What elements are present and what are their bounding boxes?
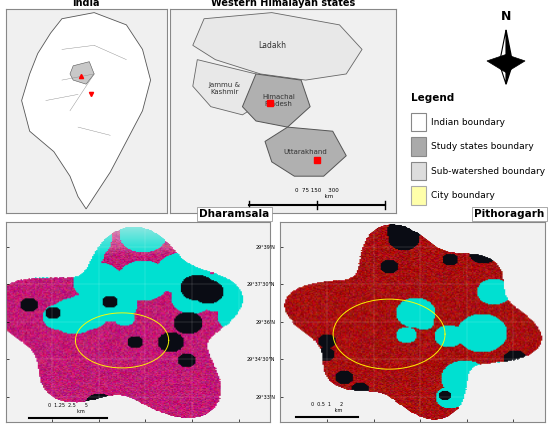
Text: Pithoragarh: Pithoragarh	[474, 209, 544, 219]
Polygon shape	[70, 62, 94, 84]
Text: Himachal
Pradesh: Himachal Pradesh	[262, 94, 295, 107]
FancyBboxPatch shape	[411, 187, 426, 205]
Text: Dharamsala: Dharamsala	[200, 209, 270, 219]
Text: N: N	[501, 11, 511, 23]
Text: 0  1.25  2.5      5
                  km: 0 1.25 2.5 5 km	[48, 403, 87, 414]
FancyBboxPatch shape	[411, 162, 426, 180]
Text: Jammu &
Kashmir: Jammu & Kashmir	[208, 82, 240, 95]
Text: 0  0.5  1      2
               km: 0 0.5 1 2 km	[311, 402, 343, 413]
Title: Western Himalayan states: Western Himalayan states	[211, 0, 355, 8]
Polygon shape	[193, 60, 265, 115]
Text: Indian boundary: Indian boundary	[431, 118, 505, 127]
Polygon shape	[265, 127, 346, 176]
Polygon shape	[506, 30, 513, 84]
Text: Ladakh: Ladakh	[258, 41, 286, 50]
FancyBboxPatch shape	[411, 113, 426, 131]
Text: Legend: Legend	[411, 92, 454, 103]
Polygon shape	[193, 13, 362, 80]
Text: 0  75 150    300
              km: 0 75 150 300 km	[295, 188, 339, 199]
Polygon shape	[487, 55, 525, 72]
Polygon shape	[21, 13, 151, 209]
Text: Sub-watershed boundary: Sub-watershed boundary	[431, 167, 546, 176]
Text: Uttarakhand: Uttarakhand	[284, 149, 327, 155]
Polygon shape	[243, 74, 310, 127]
Text: City boundary: City boundary	[431, 191, 495, 200]
FancyBboxPatch shape	[411, 137, 426, 156]
Title: India: India	[73, 0, 100, 8]
Polygon shape	[499, 30, 506, 84]
Text: Study states boundary: Study states boundary	[431, 142, 534, 151]
